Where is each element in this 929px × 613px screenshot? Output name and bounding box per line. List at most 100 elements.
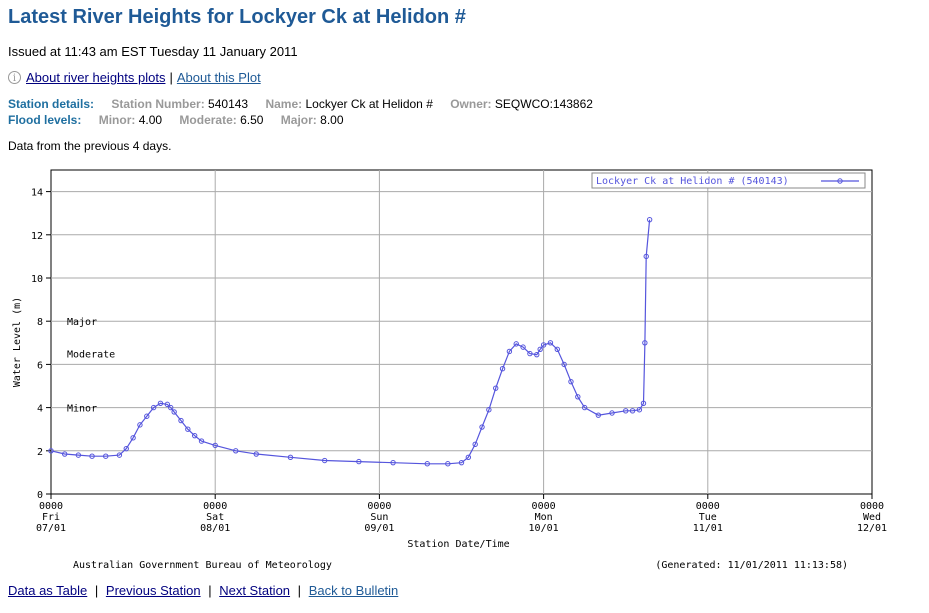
x-tick-time: 0000 [860,501,884,512]
chart-credit: Australian Government Bureau of Meteorol… [73,560,332,571]
data-point [144,413,150,419]
data-point [575,394,581,400]
data-point [48,448,54,454]
data-point [185,426,191,432]
x-tick-time: 0000 [696,501,720,512]
x-tick-day: Wed [863,512,881,523]
station-owner: SEQWCO:143862 [494,97,593,111]
station-number-label: Station Number: [111,97,205,111]
data-point [321,457,328,464]
data-point [629,408,636,414]
link-separator: | [208,583,212,598]
x-tick-date: 11/01 [693,523,723,534]
data-point [171,409,177,415]
x-tick-day: Tue [699,512,717,523]
y-tick-label: 6 [37,360,43,371]
data-point [520,344,526,350]
page-title: Latest River Heights for Lockyer Ck at H… [8,6,466,28]
data-point [506,348,513,355]
link-separator: | [94,583,99,598]
data-point [287,454,294,460]
x-tick-time: 0000 [39,501,63,512]
help-links: i About river heights plots | About this… [8,70,261,85]
data-point [61,451,68,457]
data-point [75,452,82,458]
y-tick-label: 0 [37,490,43,501]
x-tick-date: 08/01 [200,523,230,534]
data-point [198,438,205,444]
chart-generated-time: (Generated: 11/01/2011 11:13:58) [655,560,848,571]
next-station-link[interactable]: Next Station [219,583,291,598]
x-tick-time: 0000 [203,501,227,512]
x-tick-date: 09/01 [364,523,394,534]
station-name-label: Name: [265,97,303,111]
data-point [609,410,615,416]
river-height-chart: 024681012140000Fri07/010000Sat08/010000S… [12,169,887,571]
data-point [537,346,543,352]
about-river-heights-plots-link[interactable]: About river heights plots [26,70,166,85]
data-point [212,442,218,449]
flood-minor-label: Minor: [98,113,136,127]
data-point [178,417,184,424]
data-point [150,404,157,411]
data-point [191,432,198,439]
legend-label: Lockyer Ck at Helidon # (540143) [596,176,789,187]
flood-moderate-value: 6.50 [240,113,264,127]
y-tick-label: 12 [31,231,43,242]
data-point [636,407,643,413]
data-point [356,458,362,465]
y-tick-label: 2 [37,447,43,458]
x-tick-date: 12/01 [857,523,887,534]
legend-marker [837,178,843,184]
y-tick-label: 8 [37,317,43,328]
data-point [164,401,171,408]
about-this-plot-link[interactable]: About this Plot [176,70,261,85]
link-separator: | [297,583,302,598]
data-point [89,453,95,459]
data-point [640,400,647,406]
station-number: 540143 [208,97,249,111]
data-point [527,350,533,357]
flood-level-annotation: Minor [67,404,97,415]
data-point [116,452,123,458]
x-tick-day: Sun [370,512,388,523]
data-point [157,400,164,406]
x-axis-label: Station Date/Time [407,539,509,550]
y-tick-label: 10 [31,274,43,285]
data-point [486,407,492,413]
data-point [499,366,506,372]
issued-timestamp: Issued at 11:43 am EST Tuesday 11 Januar… [8,44,298,59]
footer-links: Data as Table | Previous Station | Next … [8,583,398,598]
data-point [534,351,540,358]
x-tick-day: Fri [42,512,60,523]
data-point [465,454,472,460]
data-point [472,441,478,448]
data-point [253,451,259,457]
x-tick-day: Sat [206,512,224,523]
data-point [568,378,574,385]
data-point [130,435,136,441]
x-tick-time: 0000 [532,501,556,512]
back-to-bulletin-link[interactable]: Back to Bulletin [308,583,399,598]
y-axis-label: Water Level (m) [12,297,23,387]
data-point [424,461,430,467]
flood-major-value: 8.00 [320,113,344,127]
data-point [445,461,451,467]
flood-levels: Flood levels: Minor: 4.00 Moderate: 6.50… [8,113,344,127]
data-point [458,459,465,466]
data-note: Data from the previous 4 days. [8,139,172,153]
flood-minor-value: 4.00 [138,113,163,127]
station-name: Lockyer Ck at Helidon # [305,97,433,111]
station-details-label: Station details: [8,97,95,111]
x-tick-date: 10/01 [529,523,559,534]
data-as-table-link[interactable]: Data as Table [8,583,88,598]
data-point [623,408,629,414]
data-point [103,453,109,459]
data-point [547,340,554,346]
y-tick-label: 4 [37,404,43,415]
link-separator: | [169,70,173,85]
x-tick-time: 0000 [367,501,391,512]
flood-level-annotation: Major [67,317,97,328]
flood-major-label: Major: [280,113,317,127]
previous-station-link[interactable]: Previous Station [105,583,201,598]
